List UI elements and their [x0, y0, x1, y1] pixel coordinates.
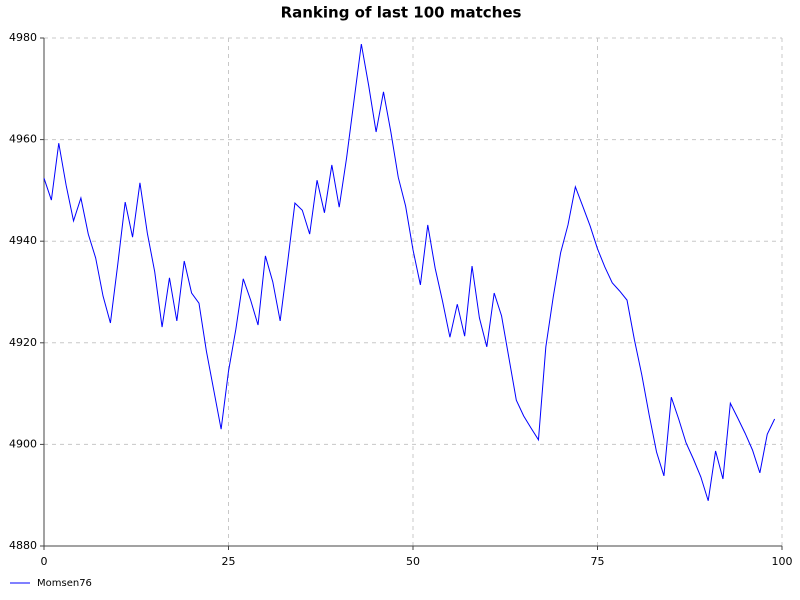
x-tick-label: 0 — [41, 555, 48, 568]
chart-title: Ranking of last 100 matches — [281, 4, 522, 22]
x-tick-label: 75 — [591, 555, 605, 568]
y-tick-label: 4960 — [9, 133, 37, 146]
legend-label: Momsen76 — [37, 578, 92, 589]
x-tick-label: 100 — [772, 555, 793, 568]
x-tick-label: 50 — [406, 555, 420, 568]
y-tick-label: 4920 — [9, 336, 37, 349]
x-tick-label: 25 — [222, 555, 236, 568]
data-line — [43, 44, 776, 501]
y-tick-label: 4900 — [9, 437, 37, 450]
y-tick-label: 4940 — [9, 234, 37, 247]
y-tick-label: 4880 — [9, 539, 37, 552]
y-tick-label: 4980 — [9, 31, 37, 44]
